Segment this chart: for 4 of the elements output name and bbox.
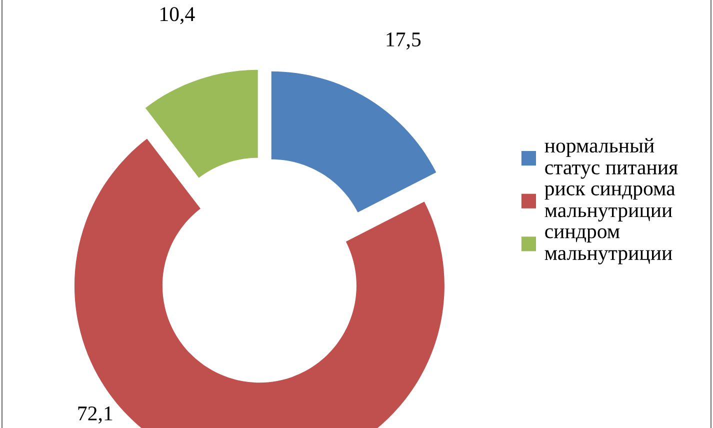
legend-label: синдром мальнутриции: [544, 228, 672, 264]
data-label: 10,4: [160, 7, 195, 24]
data-label: 72,1: [78, 406, 112, 424]
data-label: 17,5: [386, 32, 421, 50]
